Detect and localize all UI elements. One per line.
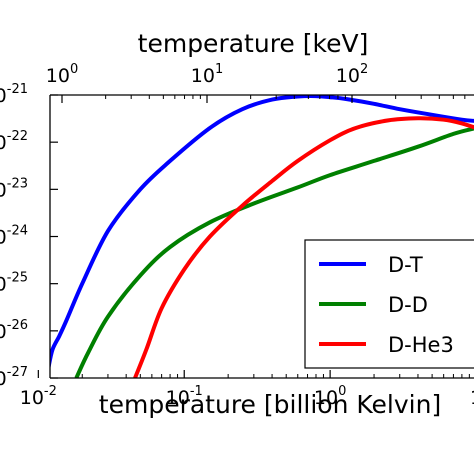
- bottom-tick-label-2: 100: [314, 384, 346, 409]
- top-axis-title: temperature [keV]: [138, 29, 369, 58]
- legend-label-d-t: D-T: [388, 253, 423, 277]
- series-line-d-he3: [133, 116, 474, 378]
- y-tick-label-4: 0-25: [0, 271, 28, 296]
- bottom-tick-label-0: 10-2: [20, 384, 57, 409]
- y-tick-label-3: 0-24: [0, 224, 28, 249]
- legend: D-T D-D D-He3: [304, 239, 474, 369]
- y-tick-label-6: 0-27: [0, 365, 28, 390]
- legend-label-d-he3: D-He3: [388, 333, 454, 357]
- y-tick-label-0: 0-21: [0, 82, 28, 107]
- top-tick-label-1: 101: [191, 62, 223, 87]
- y-tick-label-5: 0-26: [0, 318, 28, 343]
- y-tick-label-2: 0-23: [0, 176, 28, 201]
- top-tick-label-2: 102: [336, 62, 368, 87]
- series-line-d-t: [50, 95, 474, 369]
- top-tick-label-0: 100: [46, 62, 78, 87]
- legend-label-d-d: D-D: [388, 293, 428, 317]
- bottom-tick-label-1: 10-1: [166, 384, 203, 409]
- y-tick-label-1: 0-22: [0, 129, 28, 154]
- bottom-axis-title: temperature [billion Kelvin]: [99, 390, 441, 419]
- bottom-tick-label-3: 1: [470, 387, 474, 409]
- series-line-d-d: [74, 126, 474, 378]
